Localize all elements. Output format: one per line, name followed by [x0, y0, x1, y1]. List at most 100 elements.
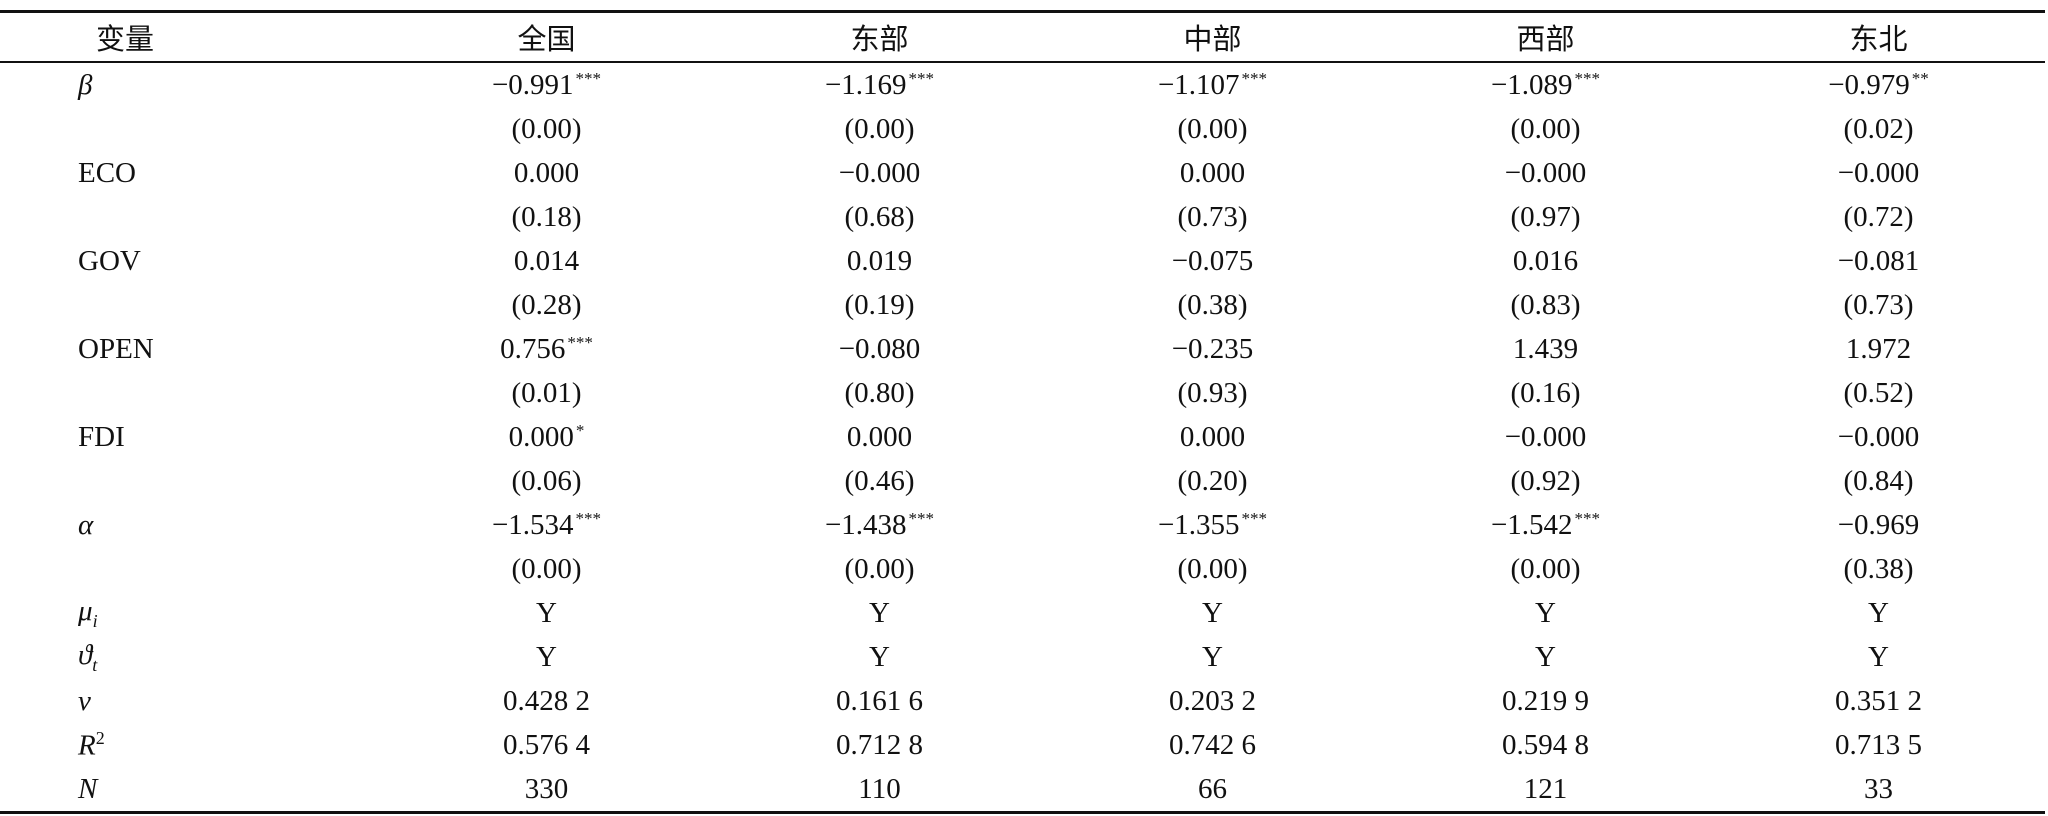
significance: *** [1241, 68, 1268, 88]
value: −1.534 [491, 508, 574, 541]
table-row: (0.01) (0.80) (0.93) (0.16) (0.52) [0, 371, 2045, 415]
label-base: β [78, 68, 93, 101]
value-cell: Y [1712, 591, 2045, 635]
value: (0.38) [1177, 288, 1248, 321]
value-cell: −1.542 *** [1379, 503, 1712, 547]
value: Y [1535, 640, 1556, 673]
significance: *** [1574, 68, 1601, 88]
label-base: ECO [78, 156, 136, 189]
value: 0.219 9 [1502, 684, 1589, 717]
value: Y [536, 640, 557, 673]
value: Y [1202, 596, 1223, 629]
value: 0.161 6 [836, 684, 923, 717]
value-cell: 0.576 4 [380, 723, 713, 767]
value: (0.00) [1177, 552, 1248, 585]
value: 0.742 6 [1169, 728, 1256, 761]
value: 0.712 8 [836, 728, 923, 761]
value: (0.93) [1177, 376, 1248, 409]
value: 0.016 [1512, 244, 1579, 277]
table-row: μi Y Y Y Y Y [0, 591, 2045, 635]
value: (0.92) [1510, 464, 1581, 497]
value-cell: (0.02) [1712, 107, 2045, 151]
value-cell: (0.06) [380, 459, 713, 503]
value: (0.01) [511, 376, 582, 409]
value-cell: −0.969 [1712, 503, 2045, 547]
value: 0.000 [508, 420, 574, 453]
value-cell: (0.38) [1046, 283, 1379, 327]
value: (0.00) [1510, 112, 1581, 145]
value: (0.00) [1177, 112, 1248, 145]
value-cell: (0.00) [713, 547, 1046, 591]
value-cell: (0.16) [1379, 371, 1712, 415]
value-cell: 33 [1712, 767, 2045, 814]
header-cell: 中部 [1046, 10, 1379, 63]
value-cell: Y [1046, 591, 1379, 635]
value-cell: Y [380, 591, 713, 635]
value: 0.428 2 [503, 684, 590, 717]
significance: *** [575, 68, 602, 88]
value-cell: 0.713 5 [1712, 723, 2045, 767]
value: −0.080 [838, 332, 921, 365]
value-cell: −0.080 [713, 327, 1046, 371]
value: 330 [524, 772, 569, 805]
value-cell: (0.00) [1046, 547, 1379, 591]
value-cell: 0.428 2 [380, 679, 713, 723]
value-cell: 0.594 8 [1379, 723, 1712, 767]
value-cell: (0.83) [1379, 283, 1712, 327]
value-cell: −1.089 *** [1379, 62, 1712, 107]
value: −0.991 [491, 68, 574, 101]
value: Y [536, 596, 557, 629]
value: 0.019 [846, 244, 913, 277]
value-cell: −0.000 [1379, 151, 1712, 195]
value: (0.73) [1843, 288, 1914, 321]
value-cell: Y [1046, 635, 1379, 679]
value: (0.52) [1843, 376, 1914, 409]
value-cell: −1.107 *** [1046, 62, 1379, 107]
row-label [0, 107, 380, 151]
value-cell: Y [380, 635, 713, 679]
row-label [0, 371, 380, 415]
value-cell: 110 [713, 767, 1046, 814]
value-cell: −1.534 *** [380, 503, 713, 547]
value-cell: −0.000 [1712, 415, 2045, 459]
value-cell: (0.01) [380, 371, 713, 415]
value: (0.06) [511, 464, 582, 497]
value: −0.000 [1837, 420, 1920, 453]
value: (0.00) [511, 112, 582, 145]
value: 0.000 [1179, 156, 1246, 189]
value: −0.081 [1837, 244, 1920, 277]
value-cell: 1.439 [1379, 327, 1712, 371]
value: 1.972 [1845, 332, 1912, 365]
table-row: GOV 0.014 0.019 −0.075 0.016 −0.081 [0, 239, 2045, 283]
value-cell: 121 [1379, 767, 1712, 814]
value: 0.000 [1179, 420, 1246, 453]
value-cell: Y [1712, 635, 2045, 679]
value-cell: (0.00) [380, 107, 713, 151]
value: (0.80) [844, 376, 915, 409]
value-cell: 0.014 [380, 239, 713, 283]
value-cell: −1.355 *** [1046, 503, 1379, 547]
table-row: (0.06) (0.46) (0.20) (0.92) (0.84) [0, 459, 2045, 503]
value: 121 [1523, 772, 1568, 805]
value-cell: (0.52) [1712, 371, 2045, 415]
row-label: OPEN [0, 327, 380, 371]
value-cell: −0.081 [1712, 239, 2045, 283]
header-cell: 东部 [713, 10, 1046, 63]
value: (0.68) [844, 200, 915, 233]
significance: *** [1241, 508, 1268, 528]
value-cell: (0.00) [1379, 107, 1712, 151]
value: −1.107 [1157, 68, 1240, 101]
row-label [0, 547, 380, 591]
value: −0.000 [1504, 156, 1587, 189]
value-cell: −0.075 [1046, 239, 1379, 283]
value: (0.73) [1177, 200, 1248, 233]
value: 0.000 [513, 156, 580, 189]
value: 0.351 2 [1835, 684, 1922, 717]
value: (0.19) [844, 288, 915, 321]
row-label: ECO [0, 151, 380, 195]
value-cell: (0.46) [713, 459, 1046, 503]
value: (0.46) [844, 464, 915, 497]
value: Y [869, 596, 890, 629]
value-cell: (0.68) [713, 195, 1046, 239]
value: 110 [858, 772, 901, 805]
